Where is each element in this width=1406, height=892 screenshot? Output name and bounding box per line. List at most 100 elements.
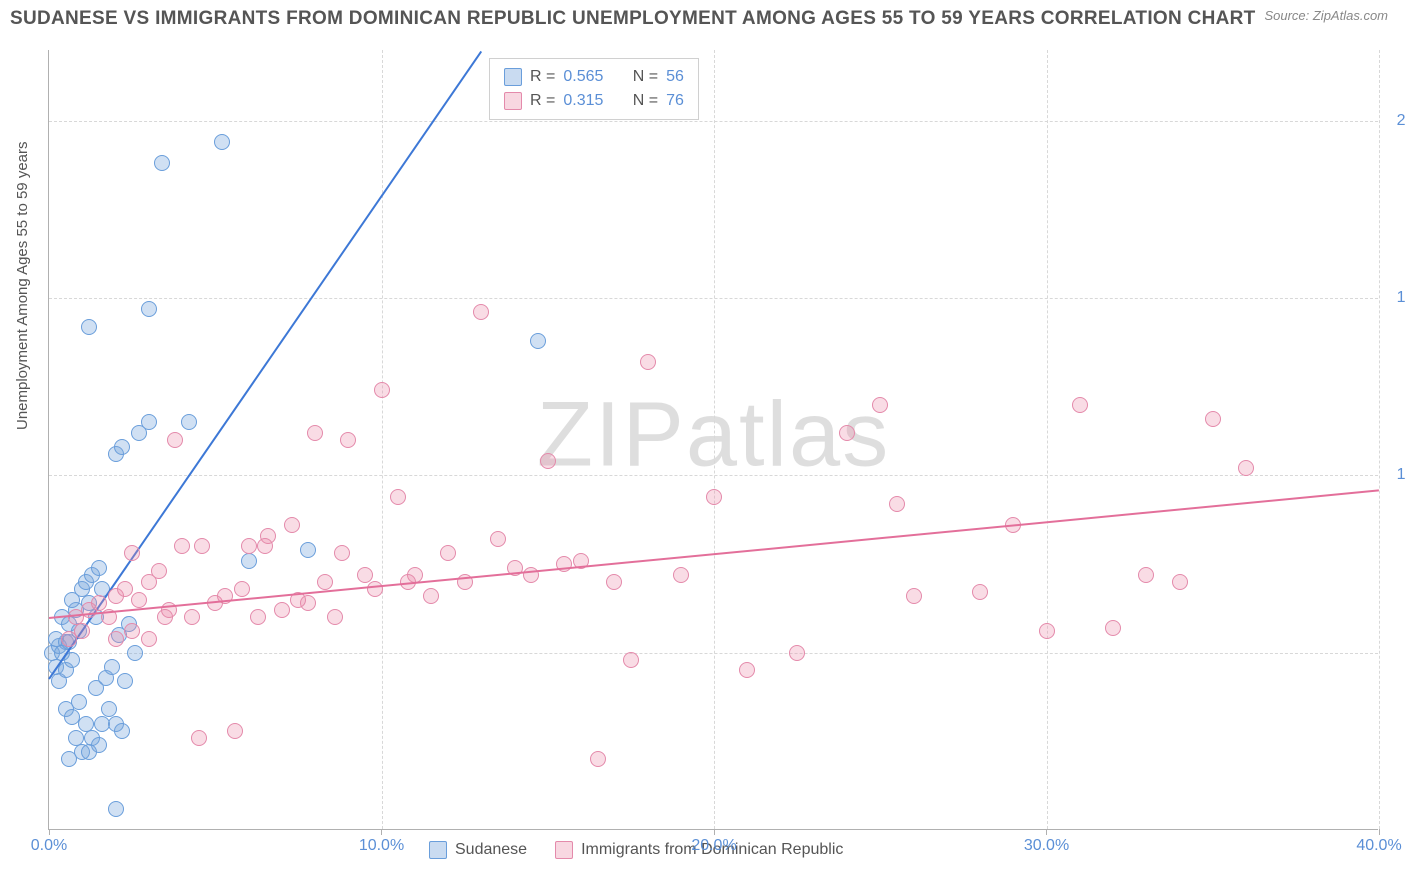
watermark-bold: ZIP — [537, 383, 686, 485]
scatter-point — [81, 319, 97, 335]
scatter-point — [307, 425, 323, 441]
scatter-point — [257, 538, 273, 554]
r-label: R = — [530, 65, 555, 89]
stats-legend: R =0.565 N =56R =0.315 N =76 — [489, 58, 699, 120]
legend-item: Sudanese — [429, 841, 527, 859]
scatter-point — [250, 609, 266, 625]
scatter-point — [81, 744, 97, 760]
scatter-point — [739, 662, 755, 678]
scatter-point — [789, 645, 805, 661]
scatter-point — [357, 567, 373, 583]
x-tick — [714, 829, 715, 835]
scatter-point — [114, 723, 130, 739]
scatter-point — [673, 567, 689, 583]
n-value: 56 — [666, 65, 684, 89]
source-label: Source: ZipAtlas.com — [1264, 8, 1388, 23]
x-tick-label: 10.0% — [359, 837, 404, 855]
x-tick-label: 30.0% — [1024, 837, 1069, 855]
x-tick-label: 20.0% — [691, 837, 736, 855]
scatter-point — [181, 414, 197, 430]
scatter-point — [241, 553, 257, 569]
scatter-point — [108, 801, 124, 817]
scatter-point — [1172, 574, 1188, 590]
scatter-point — [606, 574, 622, 590]
r-label: R = — [530, 89, 555, 113]
watermark-thin: atlas — [686, 383, 890, 485]
legend-row: R = 0.315 N = 76 — [504, 89, 684, 113]
scatter-point — [972, 584, 988, 600]
scatter-point — [151, 563, 167, 579]
legend-label: Sudanese — [455, 841, 527, 859]
scatter-point — [141, 301, 157, 317]
n-value: 76 — [666, 89, 684, 113]
y-tick-label: 20.0% — [1397, 112, 1406, 130]
y-tick-label: 15.0% — [1397, 289, 1406, 307]
scatter-point — [906, 588, 922, 604]
scatter-point — [131, 592, 147, 608]
y-axis-title: Unemployment Among Ages 55 to 59 years — [14, 141, 31, 430]
scatter-point — [317, 574, 333, 590]
scatter-point — [390, 489, 406, 505]
scatter-point — [108, 631, 124, 647]
gridline-v — [714, 50, 715, 829]
scatter-point — [154, 155, 170, 171]
scatter-point — [141, 414, 157, 430]
scatter-point — [1205, 411, 1221, 427]
scatter-point — [91, 560, 107, 576]
scatter-point — [184, 609, 200, 625]
scatter-point — [214, 134, 230, 150]
scatter-point — [117, 673, 133, 689]
scatter-point — [71, 694, 87, 710]
scatter-point — [889, 496, 905, 512]
scatter-point — [124, 623, 140, 639]
scatter-point — [872, 397, 888, 413]
scatter-point — [167, 432, 183, 448]
n-label: N = — [633, 89, 658, 113]
gridline-v — [1047, 50, 1048, 829]
scatter-point — [327, 609, 343, 625]
scatter-point — [174, 538, 190, 554]
gridline-v — [1379, 50, 1380, 829]
legend-row: R =0.565 N =56 — [504, 65, 684, 89]
scatter-point — [440, 545, 456, 561]
scatter-point — [1238, 460, 1254, 476]
scatter-point — [423, 588, 439, 604]
legend-swatch — [429, 841, 447, 859]
scatter-point — [68, 730, 84, 746]
scatter-point — [1105, 620, 1121, 636]
scatter-point — [334, 545, 350, 561]
scatter-point — [157, 609, 173, 625]
scatter-point — [114, 439, 130, 455]
scatter-point — [234, 581, 250, 597]
x-tick-label: 0.0% — [31, 837, 67, 855]
scatter-point — [530, 333, 546, 349]
scatter-point — [374, 382, 390, 398]
scatter-point — [839, 425, 855, 441]
x-tick — [381, 829, 382, 835]
scatter-point — [473, 304, 489, 320]
scatter-chart: ZIPatlas R =0.565 N =56R =0.315 N =76 Su… — [48, 50, 1378, 830]
scatter-point — [68, 609, 84, 625]
header: SUDANESE VS IMMIGRANTS FROM DOMINICAN RE… — [0, 0, 1406, 30]
scatter-point — [191, 730, 207, 746]
scatter-point — [367, 581, 383, 597]
scatter-point — [91, 595, 107, 611]
scatter-point — [127, 645, 143, 661]
scatter-point — [74, 623, 90, 639]
scatter-point — [706, 489, 722, 505]
x-tick — [1046, 829, 1047, 835]
n-label: N = — [633, 65, 658, 89]
x-tick-label: 40.0% — [1356, 837, 1401, 855]
scatter-point — [194, 538, 210, 554]
scatter-point — [540, 453, 556, 469]
scatter-point — [590, 751, 606, 767]
scatter-point — [141, 631, 157, 647]
scatter-point — [640, 354, 656, 370]
scatter-point — [124, 545, 140, 561]
page-title: SUDANESE VS IMMIGRANTS FROM DOMINICAN RE… — [10, 8, 1256, 30]
r-value: 0.315 — [563, 89, 603, 113]
series-legend: SudaneseImmigrants from Dominican Republ… — [429, 841, 843, 859]
legend-swatch — [504, 68, 522, 86]
scatter-point — [1138, 567, 1154, 583]
regression-line — [48, 50, 482, 679]
